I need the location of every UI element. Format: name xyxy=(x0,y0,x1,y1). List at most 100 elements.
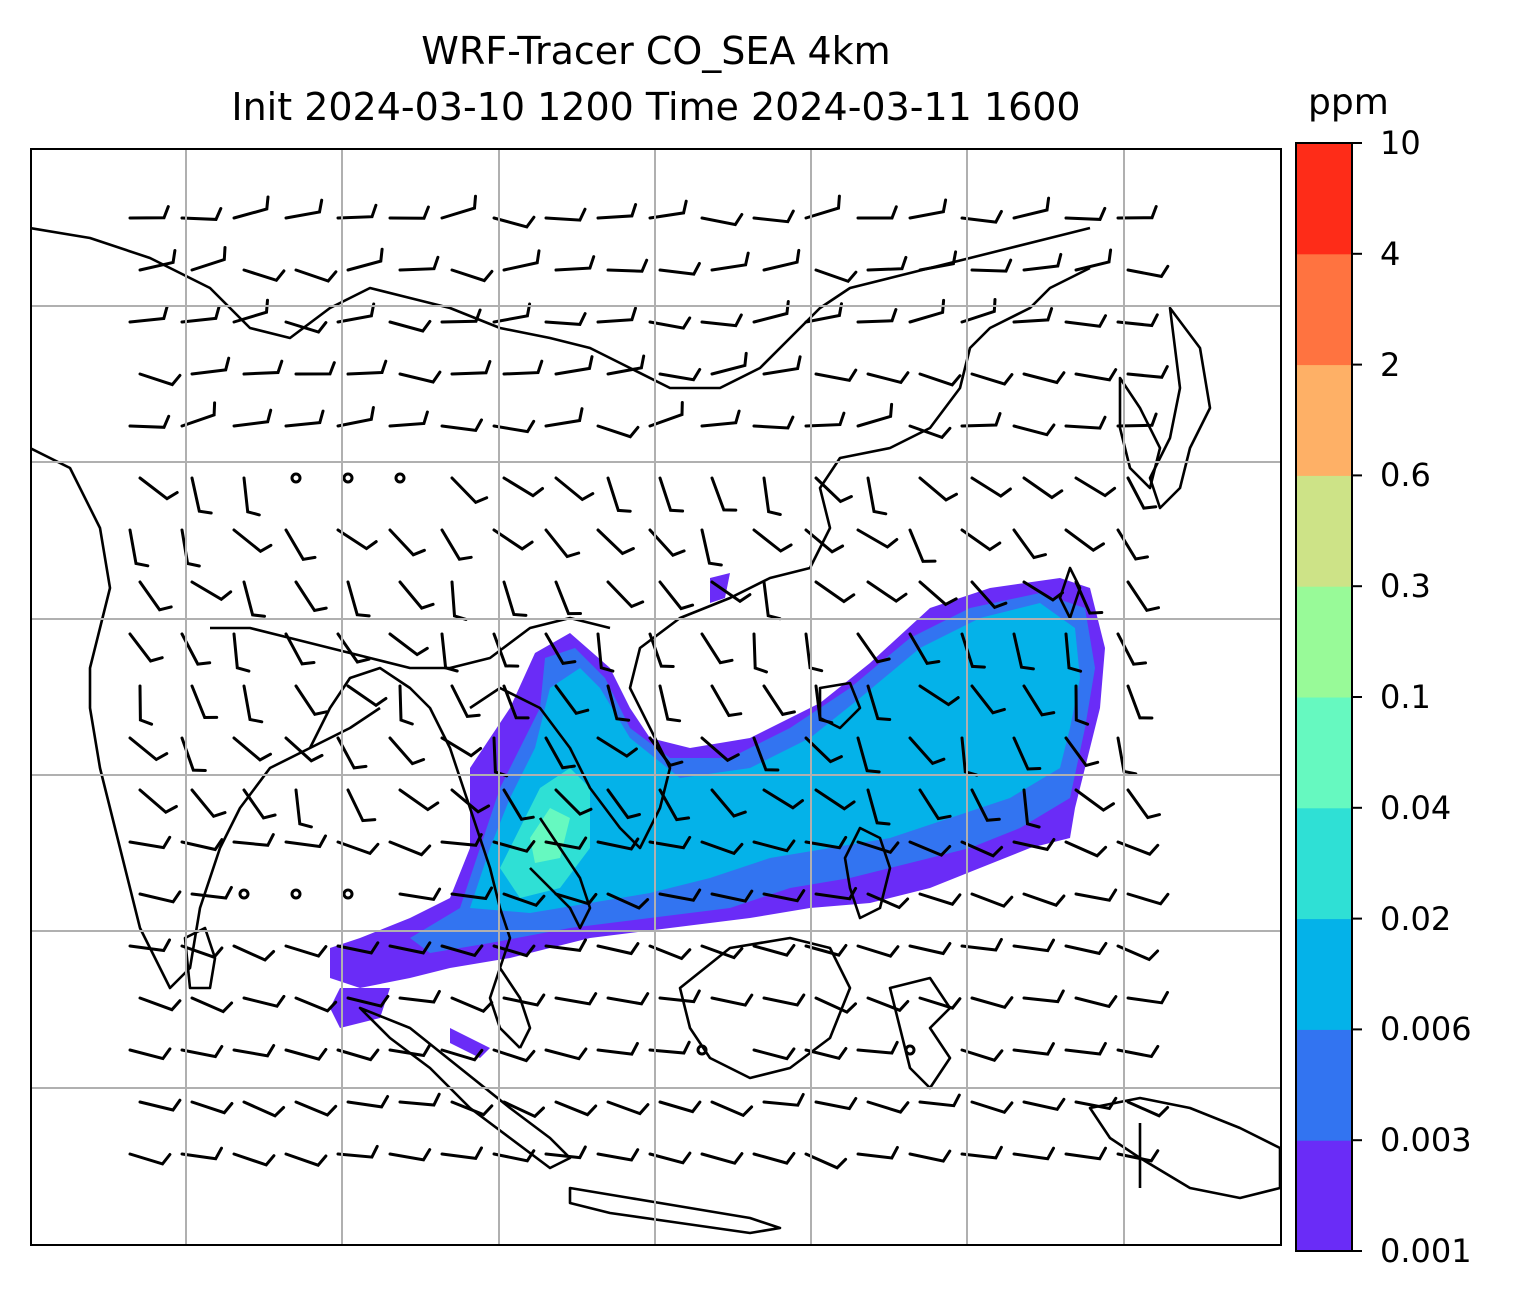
wind-barb xyxy=(1126,365,1169,379)
wind-barb xyxy=(866,892,910,910)
coast-korea xyxy=(1118,376,1162,490)
wind-barb xyxy=(180,1045,224,1059)
wind-barb xyxy=(138,249,177,272)
coast-malay xyxy=(498,967,532,1049)
wind-barb xyxy=(970,996,1014,1010)
wind-barb xyxy=(1012,938,1055,953)
wind-barb xyxy=(700,736,740,763)
wind-barb xyxy=(762,580,782,621)
wind-barb xyxy=(648,199,688,220)
wind-barb xyxy=(128,414,171,429)
wind-barb xyxy=(908,840,952,857)
wind-barb xyxy=(1126,264,1170,279)
wind-barb xyxy=(1126,476,1158,510)
wind-barb xyxy=(752,632,768,674)
wind-barb xyxy=(294,684,328,716)
wind-barb xyxy=(648,316,692,330)
colorbar-tick-label: 4 xyxy=(1380,234,1401,273)
coast-sulawesi xyxy=(888,976,952,1090)
wind-barb xyxy=(440,632,459,673)
wind-barb xyxy=(648,528,686,557)
wind-barb xyxy=(128,1047,172,1061)
wind-barb xyxy=(1116,1149,1160,1163)
wind-barb xyxy=(970,1100,1014,1115)
wind-barb xyxy=(960,298,997,324)
wind-barb xyxy=(596,424,640,439)
wind-barb xyxy=(544,407,584,428)
wind-barb xyxy=(752,415,795,430)
wind-barb xyxy=(762,889,806,903)
wind-barb xyxy=(554,255,596,272)
wind-barb xyxy=(242,994,286,1008)
wind-barb xyxy=(1022,892,1066,907)
colorbar-tick-label: 0.04 xyxy=(1380,788,1452,827)
map-panel xyxy=(30,148,1282,1246)
wind-barb xyxy=(1022,580,1064,602)
wind-barb xyxy=(1012,736,1042,771)
wind-barb xyxy=(284,320,328,334)
wind-barb xyxy=(700,409,741,428)
coast-srilanka xyxy=(183,926,217,990)
wind-barb xyxy=(242,268,286,283)
wind-barb xyxy=(128,736,169,762)
wind-barb xyxy=(346,684,388,708)
wind-barb xyxy=(336,736,368,770)
wind-barb xyxy=(544,836,588,850)
wind-barb xyxy=(918,580,958,607)
wind-barb xyxy=(866,996,910,1013)
wind-barb xyxy=(128,305,169,324)
wind-barb xyxy=(502,1100,545,1119)
wind-barb xyxy=(814,580,856,604)
colorbar-swatch xyxy=(1296,697,1352,809)
wind-barb xyxy=(190,356,231,376)
wind-barb xyxy=(502,993,546,1007)
calm-wind-circle xyxy=(696,1044,708,1056)
wind-barb xyxy=(190,788,227,819)
wind-barb xyxy=(232,1152,276,1167)
wind-barb xyxy=(398,887,442,902)
colorbar-tick-label: 0.001 xyxy=(1380,1232,1472,1270)
wind-barb xyxy=(710,889,754,903)
wind-barb xyxy=(1064,1041,1107,1056)
wind-barb xyxy=(554,892,598,906)
colorbar-tick-label: 0.006 xyxy=(1380,1010,1472,1049)
wind-barb xyxy=(1012,1146,1055,1161)
coast-bay-of-bengal xyxy=(308,666,521,1049)
wind-barb xyxy=(648,835,692,850)
wind-barb xyxy=(814,1097,858,1111)
coastlines xyxy=(30,226,1282,1235)
calm-wind-circle xyxy=(394,472,406,484)
wind-barb xyxy=(1012,632,1035,671)
wind-barb xyxy=(492,302,532,324)
gridlines xyxy=(30,148,1282,1246)
wind-barb xyxy=(648,944,692,961)
wind-barb xyxy=(138,1098,182,1112)
wind-barb xyxy=(180,944,224,959)
wind-barb xyxy=(752,528,793,553)
wind-barb xyxy=(502,580,528,617)
wind-barb xyxy=(190,996,234,1014)
wind-barb xyxy=(544,938,587,953)
wind-barb xyxy=(658,262,701,276)
wind-barb xyxy=(232,298,269,324)
wind-barb xyxy=(554,580,582,616)
wind-barb xyxy=(336,1144,379,1159)
wind-barb xyxy=(346,359,388,376)
wind-barb xyxy=(284,736,324,763)
wind-barb xyxy=(440,736,483,758)
wind-barb xyxy=(752,209,795,224)
wind-barb xyxy=(804,411,846,428)
wind-barb xyxy=(180,305,221,324)
wind-barb xyxy=(700,840,744,856)
wind-barb xyxy=(554,684,590,716)
wind-barb xyxy=(700,213,744,227)
wind-barb xyxy=(752,839,796,853)
wind-barb xyxy=(856,528,899,549)
wind-barb xyxy=(804,835,848,850)
wind-barb xyxy=(450,268,494,283)
wind-barb xyxy=(814,476,853,504)
wind-barb xyxy=(544,312,587,326)
wind-barb xyxy=(242,359,284,376)
wind-barb xyxy=(138,580,173,612)
wind-barb xyxy=(544,1047,588,1061)
